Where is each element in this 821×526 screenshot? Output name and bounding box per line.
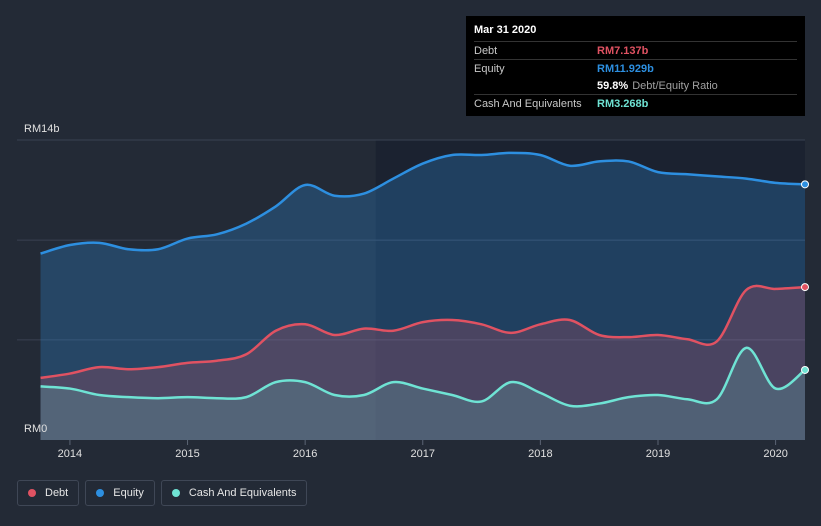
cash-and-equivalents-line — [40, 346, 806, 408]
cash-and-equivalents-end-marker — [801, 365, 809, 374]
tooltip-date: Mar 31 2020 — [474, 24, 537, 36]
legend-item-cash[interactable]: Cash And Equivalents — [160, 480, 308, 506]
equity-end-marker — [801, 180, 809, 189]
equity-line — [40, 151, 806, 255]
x-tick-label: 2017 — [411, 448, 435, 460]
tooltip-equity-label: Equity — [474, 62, 505, 75]
legend-cash-label: Cash And Equivalents — [188, 487, 297, 499]
tooltip-debt-value: RM7.137b — [597, 44, 649, 57]
tooltip-cash-row: Cash And Equivalents RM3.268b — [474, 94, 797, 112]
legend-debt-label: Debt — [45, 487, 69, 499]
tooltip-ratio-label: Debt/Equity Ratio — [632, 79, 718, 92]
x-tick-label: 2018 — [528, 448, 552, 460]
tooltip-equity-row: Equity RM11.929b — [474, 59, 797, 77]
y-tick-label-bottom: RM0 — [24, 423, 47, 435]
plot-shaded-region — [375, 140, 805, 440]
tooltip-debt-row: Debt RM7.137b — [474, 41, 797, 59]
x-tick-label: 2014 — [58, 448, 82, 460]
legend-item-equity[interactable]: Equity — [85, 480, 155, 506]
x-tick-label: 2019 — [646, 448, 670, 460]
tooltip-cash-value: RM3.268b — [597, 97, 649, 110]
tooltip-equity-value: RM11.929b — [597, 62, 654, 75]
tooltip-debt-label: Debt — [474, 44, 498, 57]
tooltip-cash-label: Cash And Equivalents — [474, 97, 582, 110]
equity-area — [40, 152, 805, 440]
debt-line — [40, 284, 806, 380]
chart-legend: Debt Equity Cash And Equivalents — [17, 480, 308, 506]
y-axis-ticks: RM14b RM0 — [24, 123, 59, 435]
x-tick-label: 2015 — [175, 448, 199, 460]
y-tick-label-top: RM14b — [24, 123, 59, 135]
legend-item-debt[interactable]: Debt — [17, 480, 80, 506]
x-tick-label: 2016 — [293, 448, 317, 460]
x-tick-label: 2020 — [763, 448, 787, 460]
x-axis-ticks: 2014 2015 2016 2017 2018 2019 2020 — [58, 440, 788, 460]
series-end-markers — [801, 180, 809, 374]
legend-cash-dot — [171, 489, 180, 497]
data-tooltip: Mar 31 2020 Debt RM7.137b Equity RM11.92… — [466, 16, 805, 116]
cash-and-equivalents-area — [40, 347, 805, 440]
debt-end-marker — [801, 283, 809, 292]
grid-lines — [17, 139, 805, 341]
series-lines — [40, 151, 806, 408]
tooltip-ratio-row: 59.8% Debt/Equity Ratio — [474, 77, 797, 94]
legend-equity-dot — [96, 489, 105, 497]
legend-equity-label: Equity — [113, 487, 144, 499]
legend-debt-dot — [28, 489, 36, 497]
tooltip-ratio-value: 59.8% — [597, 79, 629, 92]
